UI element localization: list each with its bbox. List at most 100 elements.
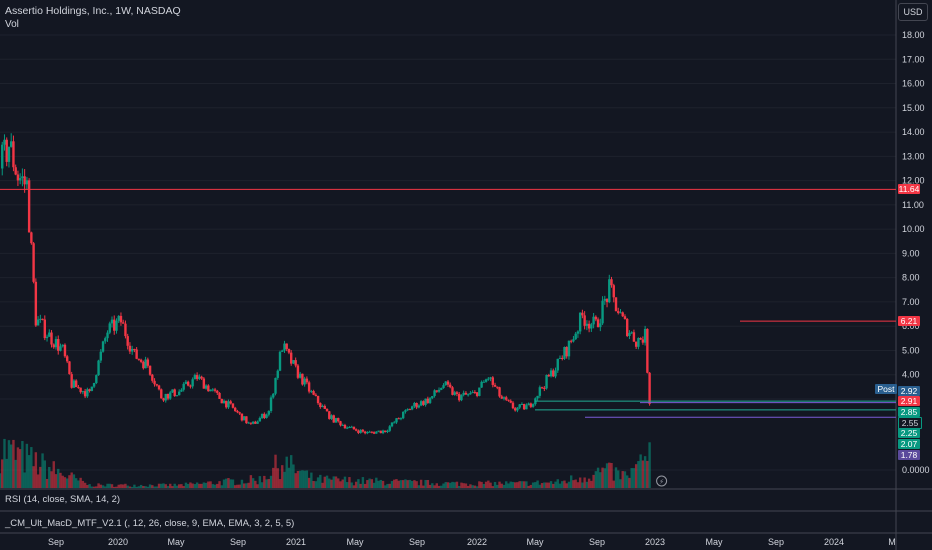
volume-bar	[540, 483, 544, 488]
candle-body	[482, 381, 486, 383]
candle-body	[623, 316, 627, 319]
y-tick-label: 10.00	[902, 224, 925, 234]
y-tick-label: 8.00	[902, 273, 920, 283]
candle-body	[303, 378, 306, 385]
candle-body	[59, 346, 62, 351]
candle-body	[39, 318, 42, 320]
candle-body	[643, 328, 647, 343]
volume-bar	[626, 475, 629, 488]
y-tick-label: 5.00	[902, 345, 920, 355]
volume-bar	[101, 485, 105, 488]
volume-bar	[525, 481, 528, 488]
volume-bar	[554, 481, 557, 488]
candle-body	[283, 343, 286, 351]
y-tick-label: 14.00	[902, 127, 925, 137]
candle-body	[110, 319, 114, 324]
volume-bar	[552, 483, 555, 488]
candle-body	[578, 312, 582, 332]
candle-body	[576, 331, 580, 334]
currency-button[interactable]: USD	[898, 3, 928, 21]
price-tag: 6.21	[898, 316, 920, 327]
candle-body	[458, 393, 461, 401]
candle-body	[312, 391, 315, 395]
volume-bar	[449, 482, 452, 488]
candle-body	[193, 375, 197, 380]
x-tick-label: 2024	[823, 537, 845, 547]
y-tick-label: 11.00	[902, 200, 924, 210]
candle-body	[612, 285, 615, 298]
post-market-label: Post	[875, 384, 897, 394]
volume-bar	[590, 480, 593, 488]
candle-body	[52, 344, 55, 348]
volume-bar	[142, 485, 145, 488]
volume-bar	[151, 485, 154, 488]
volume-bar	[34, 452, 38, 488]
candle-body	[7, 146, 11, 162]
candle-body	[287, 348, 291, 353]
volume-bar	[547, 482, 550, 488]
candle-body	[581, 312, 584, 316]
volume-bar	[207, 481, 210, 488]
volume-bar	[458, 485, 461, 488]
volume-bar	[209, 481, 212, 488]
rsi-indicator-label[interactable]: RSI (14, close, SMA, 14, 2)	[5, 494, 121, 505]
volume-bar	[238, 484, 241, 488]
volume-bar	[393, 479, 396, 488]
volume-bar	[433, 485, 436, 488]
candle-body	[153, 380, 156, 385]
candle-body	[514, 408, 517, 411]
volume-bar	[3, 438, 6, 488]
volume-bar	[466, 485, 470, 488]
volume-bar	[263, 475, 266, 488]
macd-indicator-label[interactable]: _CM_Ult_MacD_MTF_V2.1 (, 12, 26, close, …	[5, 518, 295, 529]
candle-body	[596, 319, 600, 328]
candle-body	[433, 390, 436, 396]
volume-bar	[637, 461, 640, 488]
volume-bar	[549, 481, 553, 488]
candle-body	[23, 176, 26, 185]
volume-bar	[88, 484, 91, 488]
volume-bar	[204, 482, 208, 488]
volume-bar	[410, 480, 414, 488]
candle-body	[603, 298, 606, 301]
candle-body	[556, 358, 559, 371]
volume-bar	[283, 471, 286, 488]
candle-body	[81, 391, 85, 393]
volume-bar	[106, 483, 109, 488]
candle-body	[258, 418, 262, 422]
volume-bar	[610, 462, 613, 488]
volume-bar	[487, 480, 490, 488]
volume-bar	[115, 486, 118, 488]
candle-body	[330, 415, 333, 419]
volume-bar	[346, 482, 349, 488]
candle-body	[493, 384, 497, 387]
volume-bar	[482, 484, 486, 488]
volume-bar	[614, 467, 618, 488]
volume-bar	[59, 472, 62, 488]
candle-body	[211, 389, 214, 391]
candle-body	[272, 393, 275, 398]
volume-bar	[516, 482, 519, 488]
candle-body	[549, 370, 553, 377]
candle-body	[316, 395, 320, 404]
candle-body	[509, 400, 512, 403]
candle-body	[337, 418, 340, 422]
candle-body	[157, 385, 161, 390]
candle-body	[63, 344, 67, 357]
volume-bar	[108, 483, 111, 488]
x-tick-label: 2021	[285, 537, 307, 547]
volume-bar	[83, 482, 87, 488]
volume-bar	[404, 479, 407, 488]
candle-body	[148, 365, 152, 375]
volume-bar	[166, 486, 170, 488]
y-tick-label: 9.00	[902, 248, 920, 258]
volume-bar	[632, 468, 636, 488]
volume-bar	[310, 472, 313, 488]
volume-bar	[558, 483, 562, 488]
candle-body	[558, 357, 562, 359]
candle-body	[386, 430, 389, 433]
x-tick-label: May	[705, 537, 723, 547]
volume-bar	[1, 459, 4, 488]
candle-body	[505, 397, 508, 400]
